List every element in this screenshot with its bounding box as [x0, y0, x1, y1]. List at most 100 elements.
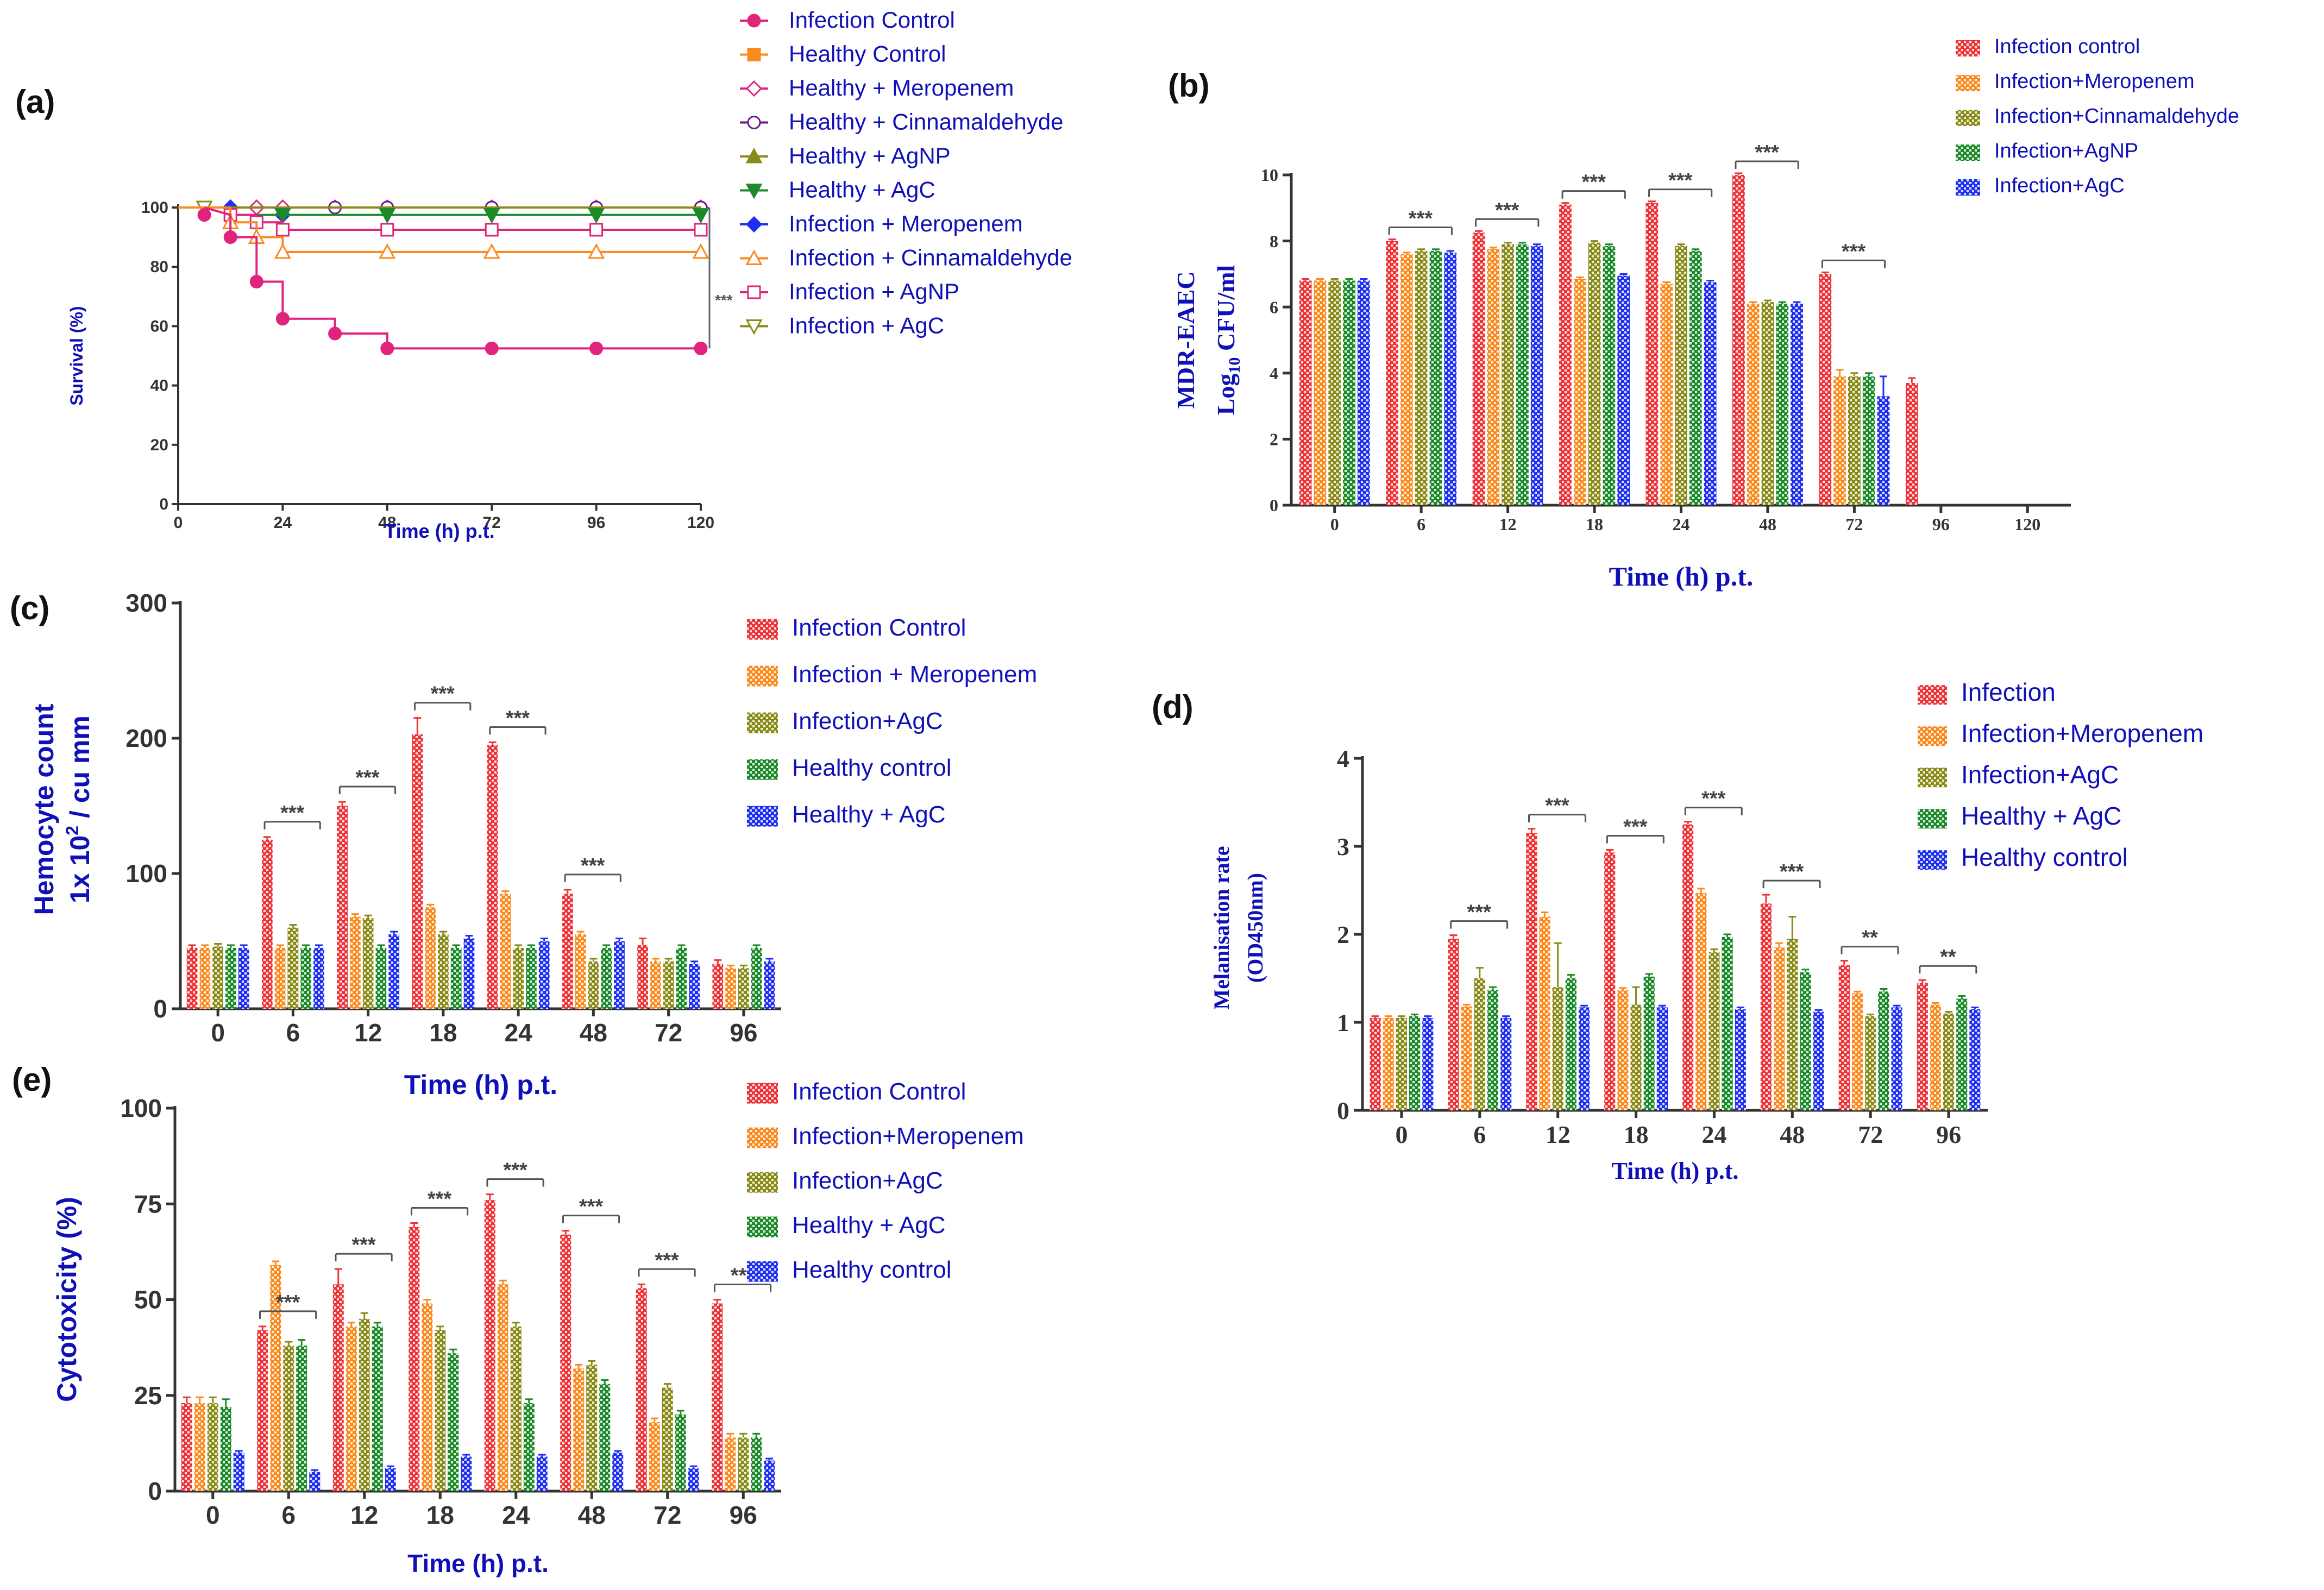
- bar: [1500, 1017, 1512, 1110]
- significance-label: ***: [280, 802, 305, 825]
- y-tick-label: 300: [125, 589, 167, 617]
- significance-label: ***: [428, 1188, 452, 1211]
- significance-label: ***: [1582, 171, 1606, 194]
- legend-entry: Infection + Meropenem: [789, 211, 1023, 236]
- y-tick-label: 25: [134, 1381, 162, 1410]
- bar: [650, 961, 661, 1009]
- bar: [181, 1403, 192, 1491]
- bar: [764, 961, 775, 1009]
- bar: [1930, 1004, 1941, 1110]
- data-point: [588, 208, 605, 224]
- y-tick-label: 40: [150, 377, 168, 395]
- data-point: [379, 243, 396, 259]
- x-tick-label: 12: [350, 1501, 378, 1529]
- legend-entry: Infection + Cinnamaldehyde: [789, 245, 1072, 271]
- significance-label: ***: [1842, 240, 1866, 263]
- bar: [1429, 250, 1442, 505]
- data-point: [745, 216, 763, 233]
- legend-entry: Healthy + Meropenem: [789, 75, 1014, 100]
- bar: [1862, 376, 1875, 505]
- bar: [1386, 241, 1398, 505]
- panel-label: (b): [1168, 67, 1210, 104]
- x-tick-label: 12: [354, 1019, 382, 1047]
- bar: [663, 961, 674, 1009]
- bar: [375, 947, 387, 1009]
- bar: [194, 1403, 205, 1491]
- legend-swatch: [1956, 75, 1980, 91]
- x-tick-label: 96: [1936, 1121, 1961, 1148]
- bar: [1474, 978, 1485, 1110]
- bar: [662, 1387, 673, 1491]
- y-tick-label: 0: [1337, 1097, 1349, 1124]
- data-point: [745, 249, 763, 265]
- bar: [287, 927, 299, 1009]
- bar: [1722, 937, 1733, 1110]
- bar: [270, 1265, 281, 1491]
- bar: [1415, 250, 1428, 505]
- legend-entry: Infection Control: [792, 1078, 966, 1105]
- legend-swatch: [747, 619, 778, 640]
- legend-swatch: [1956, 110, 1980, 126]
- data-point: [747, 48, 761, 61]
- legend-entry: Healthy control: [792, 1256, 951, 1283]
- bar: [599, 1384, 611, 1491]
- x-tick-label: 48: [378, 514, 396, 532]
- data-point: [745, 80, 763, 97]
- y-tick-label: 100: [125, 859, 167, 888]
- x-tick-label: 6: [1473, 1121, 1486, 1148]
- bar: [712, 964, 724, 1009]
- data-point: [483, 243, 500, 259]
- y-tick-label: 60: [150, 317, 168, 335]
- bar: [409, 1227, 420, 1491]
- x-tick-label: 24: [1673, 514, 1690, 534]
- y-axis-label-line2: (OD450nm): [1243, 873, 1267, 983]
- bar: [1343, 280, 1355, 505]
- legend-entry: Healthy + Cinnamaldehyde: [789, 109, 1063, 135]
- x-tick-label: 0: [206, 1501, 220, 1529]
- bar: [1396, 1017, 1408, 1110]
- bar: [588, 961, 599, 1009]
- y-label-part: 1x 10: [65, 835, 95, 903]
- y-tick-label: 200: [125, 724, 167, 752]
- data-point: [588, 243, 605, 259]
- bar: [1943, 1013, 1955, 1110]
- bar: [1732, 175, 1745, 505]
- bar: [1565, 978, 1576, 1110]
- bar: [1357, 280, 1370, 505]
- data-point: [274, 243, 291, 259]
- data-point: [485, 341, 499, 355]
- bar: [261, 839, 273, 1009]
- bar: [562, 894, 573, 1009]
- bar: [1530, 246, 1543, 505]
- significance-label: ***: [579, 1196, 604, 1218]
- significance-label: ***: [1668, 169, 1693, 192]
- y-axis-label-line2: 1x 102 / cu mm: [62, 715, 95, 903]
- x-tick-label: 48: [1780, 1121, 1805, 1148]
- data-point: [274, 208, 291, 224]
- bar: [461, 1456, 472, 1491]
- y-tick-label: 6: [1270, 297, 1278, 317]
- significance-label: ***: [1467, 901, 1491, 924]
- bar: [1502, 244, 1515, 505]
- panel-label: (c): [10, 590, 49, 626]
- y-tick-label: 4: [1337, 745, 1349, 772]
- x-axis-label: Time (h) p.t.: [1609, 561, 1754, 592]
- bar: [313, 947, 324, 1009]
- legend-entry: Healthy control: [792, 755, 951, 781]
- data-point: [745, 184, 763, 199]
- significance-label: ***: [1780, 860, 1804, 883]
- bar: [1865, 1016, 1876, 1110]
- x-tick-label: 24: [1701, 1121, 1726, 1148]
- bar: [233, 1453, 244, 1491]
- bar: [450, 947, 462, 1009]
- significance-label: ***: [715, 292, 733, 309]
- significance-label: ***: [1545, 795, 1569, 818]
- chart-a: 0 20 40 60 80 100 0 24 48 72 96 120 Time (h) p.t. Sur…: [67, 7, 1072, 542]
- bar: [1299, 280, 1312, 505]
- legend-entry: Infection + AgC: [789, 313, 944, 338]
- bar: [560, 1234, 571, 1491]
- bar: [1735, 1009, 1746, 1110]
